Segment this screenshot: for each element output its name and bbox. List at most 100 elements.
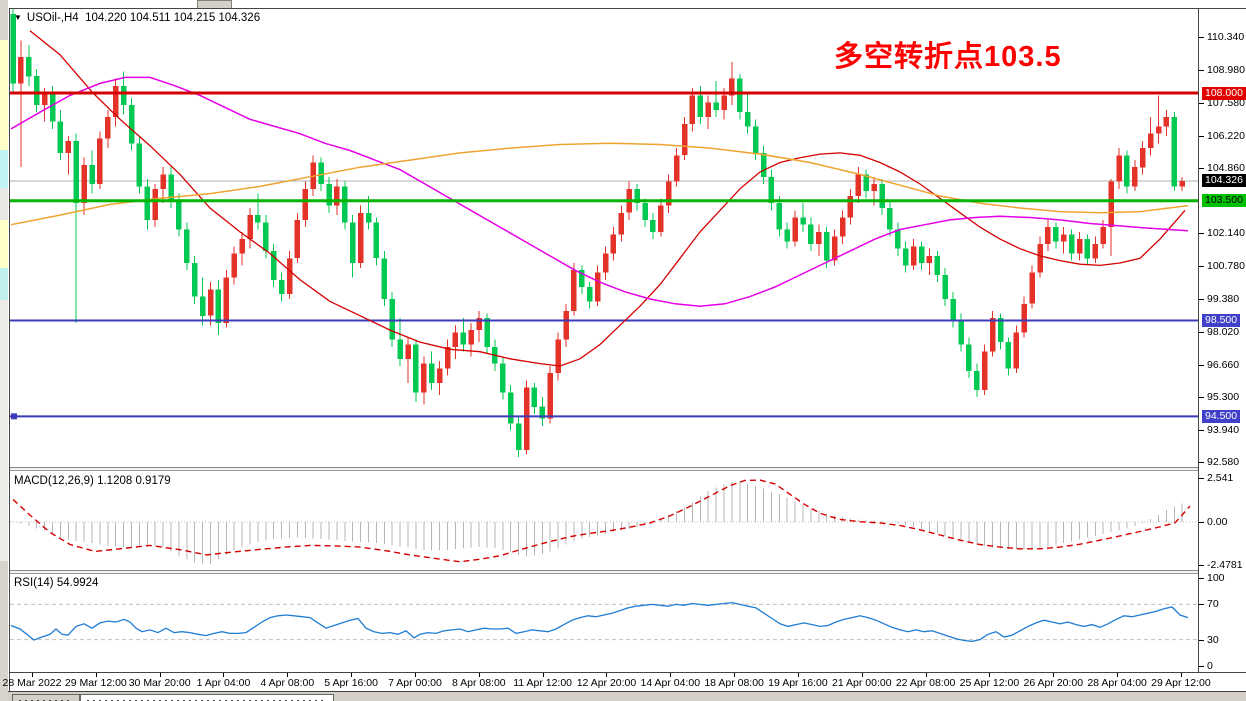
macd-tick-label-tick — [1199, 477, 1204, 479]
sliver-band — [0, 220, 8, 268]
rsi-tick-label: 100 — [1207, 572, 1225, 584]
pane-divider-rsi[interactable] — [10, 570, 1198, 574]
x-axis-label: 28 Mar 2022 — [2, 677, 62, 689]
price-tick-label-tick — [1199, 397, 1204, 399]
sliver-band — [0, 0, 8, 40]
price-tick-label-tick — [1199, 299, 1204, 301]
time-tick — [1180, 673, 1182, 677]
sliver-band — [0, 40, 8, 150]
price-axis: 110.340 108.980 107.580 106.220 104.860 102.1… — [1199, 8, 1246, 672]
symbol-dropdown-icon[interactable]: ▼ — [14, 13, 22, 22]
time-tick — [414, 673, 416, 677]
x-axis-label: 19 Apr 16:00 — [768, 677, 828, 689]
macd-tick-label-tick — [1199, 564, 1204, 566]
macd-tick-label: 2.541 — [1207, 471, 1234, 484]
macd-tick-label: 0.00 — [1207, 516, 1228, 528]
rsi-tick-label-tick — [1199, 639, 1204, 641]
time-tick — [159, 673, 161, 677]
x-axis-label: 25 Apr 12:00 — [959, 677, 1020, 689]
price-badge: 108.000 — [1202, 86, 1246, 100]
price-tick-label: 108.980 — [1207, 63, 1245, 76]
price-tick-label: 104.860 — [1207, 162, 1245, 175]
time-tick — [478, 673, 480, 677]
rsi-label: RSI(14) 54.9924 — [14, 577, 99, 589]
price-tick-label: 92.580 — [1207, 456, 1240, 469]
price-tick-label: 102.140 — [1207, 227, 1245, 240]
price-tick-label: 93.940 — [1207, 423, 1240, 436]
price-tick-label-tick — [1199, 168, 1204, 170]
price-badge: 98.500 — [1202, 314, 1241, 328]
chart-tab-bar — [8, 691, 1246, 701]
x-axis-label: 29 Apr 12:00 — [1151, 677, 1211, 689]
pane-divider-macd[interactable] — [10, 467, 1198, 471]
price-tick-label: 100.780 — [1207, 259, 1245, 272]
time-tick — [32, 673, 33, 677]
time-axis: 28 Mar 2022 29 Mar 12:00 30 Mar 20:00 1 Apr… — [3, 673, 1246, 691]
time-tick — [925, 673, 927, 677]
time-tick — [670, 673, 672, 677]
time-tick — [223, 673, 225, 677]
price-tick-label: 107.580 — [1207, 97, 1245, 110]
quote-values: 104.220 104.511 104.215 104.326 — [85, 12, 261, 24]
x-axis-label: 22 Apr 08:00 — [895, 677, 956, 689]
x-axis-label: 1 Apr 04:00 — [196, 677, 251, 689]
x-axis-label: 18 Apr 08:00 — [704, 677, 764, 689]
window-border-left — [9, 8, 10, 691]
time-tick — [1117, 673, 1119, 677]
x-axis-label: 8 Apr 08:00 — [451, 677, 506, 689]
symbol-label: USOil-,H4 — [26, 12, 79, 24]
x-axis-label: 29 Mar 12:00 — [64, 677, 127, 689]
window-border-top — [9, 8, 1246, 9]
sliver-band — [0, 561, 8, 701]
rsi-tick-label-tick — [1199, 666, 1204, 667]
xaxis-border — [9, 672, 1246, 673]
sliver-band — [0, 150, 8, 188]
chart-tab-active[interactable] — [80, 694, 334, 701]
price-tick-label-tick — [1199, 69, 1204, 71]
macd-tick-label-tick — [1199, 522, 1204, 523]
x-axis-label: 28 Apr 04:00 — [1087, 677, 1147, 689]
price-tick-label-tick — [1199, 462, 1204, 464]
time-tick — [1053, 673, 1055, 677]
chart-tab[interactable] — [12, 694, 80, 701]
time-tick — [95, 673, 97, 677]
price-tick-label: 95.300 — [1207, 391, 1240, 404]
price-tick-label-tick — [1199, 332, 1204, 334]
price-chart[interactable] — [10, 9, 1198, 467]
axis-border — [1198, 9, 1199, 672]
rsi-panel[interactable] — [10, 573, 1198, 672]
x-axis-label: 30 Mar 20:00 — [128, 677, 191, 689]
time-tick — [989, 673, 991, 677]
x-axis-label: 21 Apr 00:00 — [832, 677, 892, 689]
price-tick-label: 99.380 — [1207, 293, 1240, 306]
background-window-sliver — [0, 0, 8, 701]
macd-panel[interactable] — [10, 471, 1198, 570]
macd-label: MACD(12,26,9) 1.1208 0.9179 — [14, 475, 171, 487]
price-tick-label: 106.220 — [1207, 129, 1245, 142]
price-badge: 104.326 — [1202, 174, 1246, 188]
rsi-tick-label: 0 — [1207, 660, 1213, 672]
x-axis-label: 26 Apr 20:00 — [1023, 677, 1084, 689]
time-tick — [861, 673, 863, 677]
x-axis-label: 4 Apr 08:00 — [260, 677, 315, 689]
x-axis-label: 5 Apr 16:00 — [324, 677, 378, 689]
chart-title: ▼ USOil-,H4 104.220 104.511 104.215 104.3… — [14, 12, 260, 24]
rsi-tick-label-tick — [1199, 604, 1204, 606]
price-tick-label-tick — [1199, 36, 1204, 38]
time-tick — [542, 673, 544, 677]
price-tick-label-tick — [1199, 364, 1204, 366]
sliver-band — [0, 188, 8, 220]
price-tick-label-tick — [1199, 429, 1204, 431]
annotation-text[interactable]: 多空转折点103.5 — [834, 41, 1062, 73]
time-tick — [287, 673, 289, 677]
x-axis-label: 12 Apr 20:00 — [576, 677, 637, 689]
price-badge: 94.500 — [1202, 409, 1241, 423]
price-tick-label: 98.020 — [1207, 326, 1240, 339]
x-axis-label: 14 Apr 04:00 — [640, 677, 701, 689]
price-tick-label-tick — [1199, 135, 1204, 137]
time-tick — [351, 673, 353, 677]
x-axis-label: 11 Apr 12:00 — [513, 677, 573, 689]
x-axis-label: 7 Apr 00:00 — [388, 677, 442, 689]
price-tick-label-tick — [1199, 233, 1204, 235]
sliver-band — [0, 300, 8, 561]
